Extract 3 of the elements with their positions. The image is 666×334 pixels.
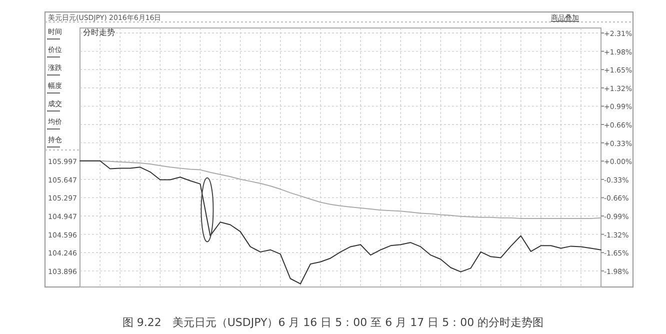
caption: 图 9.22 美元日元（USDJPY）6 月 16 日 5：00 至 6 月 17 日 5：00 的分时走势图 — [122, 316, 544, 329]
line-series — [80, 160, 602, 284]
chart-subtitle: 分时走势 — [83, 28, 115, 37]
